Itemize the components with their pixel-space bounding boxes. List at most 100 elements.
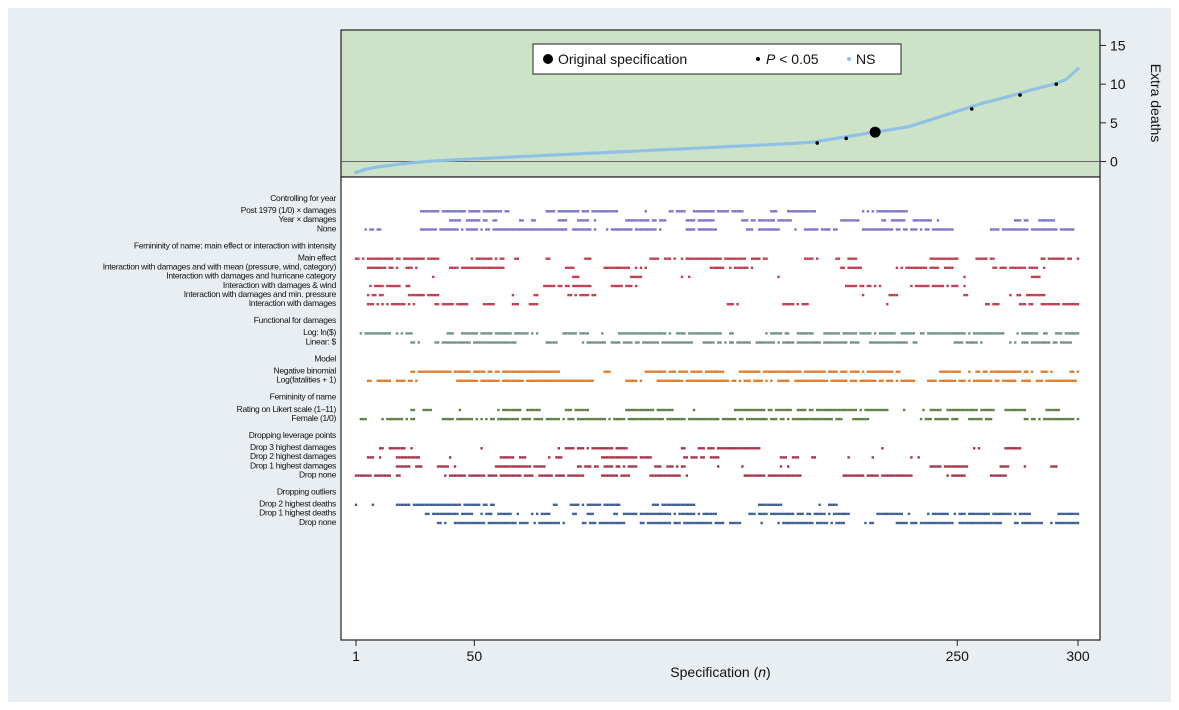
spec-indicator-mark bbox=[1023, 332, 1027, 335]
spec-indicator-mark bbox=[958, 408, 961, 412]
spec-indicator-mark bbox=[490, 379, 493, 382]
spec-indicator-mark bbox=[678, 210, 681, 213]
spec-indicator-mark bbox=[400, 417, 404, 421]
spec-indicator-mark bbox=[936, 257, 940, 260]
spec-indicator-mark bbox=[593, 293, 597, 297]
spec-indicator-mark bbox=[572, 284, 575, 288]
spec-indicator-mark bbox=[1052, 417, 1056, 421]
spec-indicator-mark bbox=[811, 521, 814, 525]
spec-indicator-mark bbox=[1026, 417, 1029, 421]
spec-indicator-mark bbox=[470, 332, 474, 335]
spec-indicator-mark bbox=[506, 512, 510, 516]
spec-indicator-mark bbox=[692, 503, 696, 506]
spec-indicator-mark bbox=[490, 266, 493, 269]
spec-indicator-mark bbox=[1067, 521, 1070, 525]
spec-indicator-mark bbox=[992, 303, 995, 306]
spec-indicator-mark bbox=[634, 408, 638, 412]
spec-indicator-mark bbox=[787, 417, 790, 421]
spec-indicator-mark bbox=[383, 266, 387, 269]
spec-indicator-mark bbox=[523, 521, 527, 525]
spec-indicator-mark bbox=[463, 332, 466, 335]
spec-indicator-mark bbox=[470, 266, 474, 269]
spec-indicator-mark bbox=[499, 417, 503, 421]
spec-indicator-mark bbox=[1062, 417, 1065, 421]
ns-point bbox=[781, 142, 786, 146]
spec-indicator-mark bbox=[1047, 257, 1051, 260]
spec-indicator-mark bbox=[854, 370, 858, 373]
spec-indicator-mark bbox=[1062, 257, 1065, 260]
spec-indicator-mark bbox=[958, 341, 961, 344]
spec-indicator-mark bbox=[695, 332, 698, 335]
spec-indicator-mark bbox=[535, 228, 539, 231]
spec-indicator-mark bbox=[673, 370, 676, 373]
spec-indicator-mark bbox=[796, 474, 800, 477]
spec-indicator-mark bbox=[982, 521, 986, 525]
spec-indicator-mark bbox=[1028, 266, 1031, 269]
spec-indicator-mark bbox=[490, 521, 493, 525]
spec-indicator-mark bbox=[948, 408, 952, 412]
spec-indicator-mark bbox=[540, 465, 544, 468]
spec-indicator-mark bbox=[1001, 266, 1005, 269]
ns-point bbox=[583, 151, 588, 156]
spec-indicator-mark bbox=[651, 370, 655, 373]
spec-indicator-mark bbox=[733, 379, 737, 382]
spec-indicator-mark bbox=[463, 370, 466, 373]
spec-indicator-mark bbox=[598, 417, 602, 421]
spec-indicator-mark bbox=[688, 332, 691, 335]
spec-indicator-mark bbox=[473, 379, 476, 382]
spec-indicator-mark bbox=[504, 408, 507, 412]
spec-indicator-mark bbox=[813, 228, 816, 231]
spec-indicator-mark bbox=[799, 417, 802, 421]
spec-indicator-mark bbox=[627, 341, 631, 344]
spec-indicator-mark bbox=[562, 332, 565, 335]
spec-indicator-mark bbox=[601, 447, 604, 450]
spec-indicator-mark bbox=[934, 257, 937, 260]
ns-point bbox=[593, 151, 597, 155]
spec-indicator-mark bbox=[924, 417, 928, 421]
spec-indicator-mark bbox=[502, 257, 505, 260]
spec-indicator-mark bbox=[869, 379, 872, 382]
spec-indicator-mark bbox=[514, 303, 517, 306]
spec-indicator-mark bbox=[941, 417, 944, 421]
spec-indicator-mark bbox=[410, 447, 413, 450]
spec-indicator-mark bbox=[922, 219, 925, 222]
spec-indicator-mark bbox=[1026, 521, 1029, 525]
spec-indicator-mark bbox=[419, 465, 423, 468]
spec-indicator-mark bbox=[825, 341, 829, 344]
spec-indicator-mark bbox=[671, 465, 674, 468]
spec-indicator-mark bbox=[407, 503, 411, 506]
spec-indicator-mark bbox=[939, 417, 942, 421]
spec-indicator-mark bbox=[729, 521, 732, 525]
spec-indicator-mark bbox=[369, 379, 372, 382]
spec-indicator-mark bbox=[1045, 379, 1048, 382]
spec-indicator-mark bbox=[560, 456, 563, 459]
spec-indicator-mark bbox=[417, 465, 420, 468]
spec-indicator-mark bbox=[1059, 332, 1063, 335]
spec-indicator-mark bbox=[1071, 512, 1075, 516]
ns-point bbox=[716, 145, 720, 149]
spec-indicator-mark bbox=[876, 408, 879, 412]
spec-indicator-mark bbox=[968, 341, 971, 344]
spec-indicator-mark bbox=[1052, 303, 1056, 306]
spec-indicator-mark bbox=[830, 341, 833, 344]
spec-indicator-mark bbox=[630, 332, 633, 335]
spec-indicator-mark bbox=[482, 521, 486, 525]
ns-point bbox=[757, 143, 761, 147]
spec-indicator-mark bbox=[550, 379, 553, 382]
spec-indicator-mark bbox=[799, 474, 802, 477]
spec-indicator-mark bbox=[678, 341, 681, 344]
spec-indicator-mark bbox=[907, 332, 911, 335]
significant-point bbox=[815, 141, 820, 145]
spec-indicator-mark bbox=[482, 379, 486, 382]
ns-point bbox=[653, 148, 658, 152]
spec-indicator-mark bbox=[873, 370, 877, 373]
spec-indicator-mark bbox=[545, 228, 548, 231]
spec-indicator-mark bbox=[989, 417, 993, 421]
spec-indicator-mark bbox=[376, 228, 379, 231]
spec-indicator-mark bbox=[758, 228, 761, 231]
spec-indicator-mark bbox=[552, 210, 556, 213]
ns-point bbox=[516, 155, 520, 159]
spec-indicator-mark bbox=[774, 370, 778, 373]
spec-indicator-mark bbox=[890, 512, 894, 516]
spec-indicator-mark bbox=[1030, 275, 1034, 279]
